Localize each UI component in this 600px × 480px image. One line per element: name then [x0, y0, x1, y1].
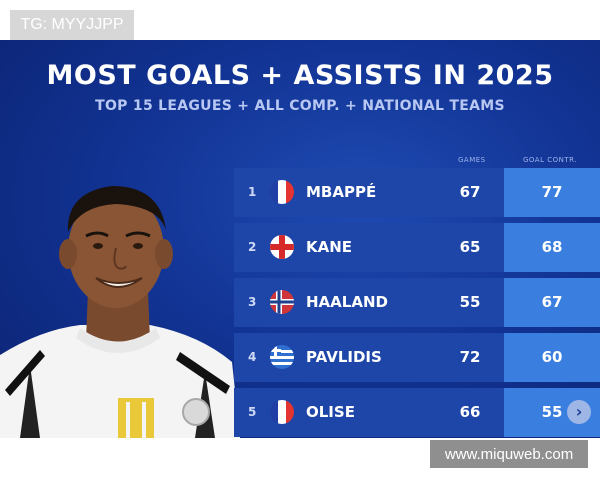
table-row: 5 OLISE 66 55 › — [234, 388, 600, 437]
goal-contributions-cell: 68 — [504, 223, 600, 272]
graphic-title: MOST GOALS + ASSISTS IN 2025 — [46, 60, 554, 91]
games-value: 66 — [459, 403, 481, 421]
chevron-right-icon: › — [575, 402, 583, 421]
norway-flag-icon — [270, 290, 294, 314]
table-row: 4 PAVLIDIS 72 60 — [234, 333, 600, 382]
watermark-top: TG: MYYJJPP — [10, 10, 134, 40]
player-name: KANE — [306, 238, 353, 256]
player-name: OLISE — [306, 403, 355, 421]
column-header-games: GAMES — [458, 156, 486, 164]
france-flag-icon — [270, 400, 294, 424]
goal-contributions-cell: 67 — [504, 278, 600, 327]
goal-contributions-cell: 60 — [504, 333, 600, 382]
player-name: HAALAND — [306, 293, 388, 311]
table-row: 3 HAALAND 55 67 — [234, 278, 600, 327]
row-rank: 1 — [248, 185, 257, 199]
watermark-bottom: www.miquweb.com — [430, 440, 588, 468]
games-value: 72 — [459, 348, 481, 366]
player-name: PAVLIDIS — [306, 348, 382, 366]
next-arrow-button[interactable]: › — [567, 400, 591, 424]
goal-contributions-value: 60 — [541, 348, 563, 366]
games-value: 55 — [459, 293, 481, 311]
france-flag-icon — [270, 180, 294, 204]
ranking-table: 1 MBAPPÉ 67 77 2 KANE 65 68 — [234, 168, 600, 438]
goal-contributions-value: 67 — [541, 293, 563, 311]
row-rank: 5 — [248, 405, 257, 419]
table-row: 1 MBAPPÉ 67 77 — [234, 168, 600, 217]
row-rank: 4 — [248, 350, 257, 364]
graphic-subtitle: TOP 15 LEAGUES + ALL COMP. + NATIONAL TE… — [95, 98, 505, 114]
stats-graphic: MOST GOALS + ASSISTS IN 2025 TOP 15 LEAG… — [0, 40, 600, 438]
column-header-goal-contributions: GOAL CONTR. — [523, 156, 577, 164]
player-photo — [0, 186, 240, 438]
england-flag-icon — [270, 235, 294, 259]
row-rank: 2 — [248, 240, 257, 254]
row-rank: 3 — [248, 295, 257, 309]
goal-contributions-value: 55 — [541, 403, 563, 421]
player-name: MBAPPÉ — [306, 183, 377, 201]
goal-contributions-cell: 77 — [504, 168, 600, 217]
games-value: 67 — [459, 183, 481, 201]
goal-contributions-value: 77 — [541, 183, 563, 201]
games-value: 65 — [459, 238, 481, 256]
goal-contributions-value: 68 — [541, 238, 563, 256]
table-row: 2 KANE 65 68 — [234, 223, 600, 272]
greece-flag-icon — [270, 345, 294, 369]
